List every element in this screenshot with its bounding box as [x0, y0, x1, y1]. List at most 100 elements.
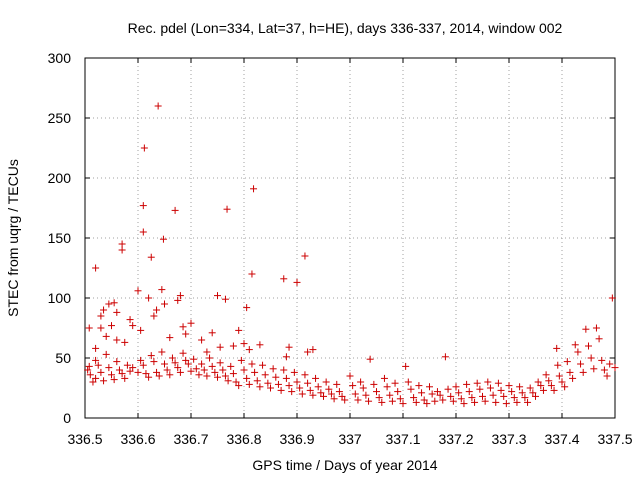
- data-point: [203, 372, 211, 380]
- data-point: [168, 354, 176, 362]
- data-point: [441, 353, 449, 361]
- data-point: [455, 389, 463, 397]
- data-point: [346, 372, 354, 380]
- data-point: [547, 382, 555, 390]
- axis-ticks: 336.5 336.6 336.7 336.8 336.9 337 337.1 337.2 33…: [48, 50, 633, 447]
- data-point: [484, 378, 492, 386]
- data-point: [208, 362, 216, 370]
- data-point: [129, 364, 137, 372]
- data-point: [139, 202, 147, 210]
- data-point: [134, 287, 142, 295]
- data-point: [465, 388, 473, 396]
- data-point: [219, 366, 227, 374]
- data-point: [574, 348, 582, 356]
- data-point: [203, 348, 211, 356]
- data-point: [428, 390, 436, 398]
- y-tick-label: 100: [48, 290, 72, 306]
- data-point: [571, 341, 579, 349]
- data-point: [179, 349, 187, 357]
- data-point: [366, 355, 374, 363]
- data-point: [97, 368, 105, 376]
- data-point: [86, 371, 94, 379]
- data-point: [452, 383, 460, 391]
- data-point: [121, 374, 129, 382]
- data-point: [84, 366, 92, 374]
- data-point: [590, 365, 598, 373]
- data-point: [198, 336, 206, 344]
- data-point: [174, 364, 182, 372]
- x-tick-label: 336.9: [279, 431, 314, 447]
- data-point: [166, 334, 174, 342]
- y-tick-label: 50: [55, 350, 71, 366]
- data-point: [145, 294, 153, 302]
- data-point: [317, 389, 325, 397]
- data-point: [123, 361, 131, 369]
- data-point: [542, 371, 550, 379]
- data-point: [115, 366, 123, 374]
- data-point: [420, 396, 428, 404]
- data-point: [539, 386, 547, 394]
- data-point: [463, 380, 471, 388]
- data-point: [102, 332, 110, 340]
- data-point: [121, 338, 129, 346]
- data-point: [150, 358, 158, 366]
- data-point: [137, 356, 145, 364]
- data-point: [439, 396, 447, 404]
- x-tick-label: 336.6: [120, 431, 155, 447]
- data-point: [272, 373, 280, 381]
- data-point: [309, 346, 317, 354]
- data-point: [223, 205, 231, 213]
- data-point: [251, 368, 259, 376]
- data-point: [290, 368, 298, 376]
- data-point: [261, 371, 269, 379]
- data-point: [370, 380, 378, 388]
- data-point: [129, 322, 137, 330]
- data-point: [293, 378, 301, 386]
- data-point: [243, 304, 251, 312]
- data-point: [600, 366, 608, 374]
- x-tick-label: 337.1: [385, 431, 420, 447]
- data-point: [216, 343, 224, 351]
- data-point: [100, 377, 108, 385]
- data-point: [118, 246, 126, 254]
- data-point: [354, 396, 362, 404]
- data-point: [582, 325, 590, 333]
- data-point: [227, 362, 235, 370]
- data-point: [558, 378, 566, 386]
- data-point: [240, 340, 248, 348]
- data-point: [518, 389, 526, 397]
- data-point: [312, 374, 320, 382]
- data-point: [224, 377, 232, 385]
- data-point: [436, 391, 444, 399]
- data-point: [113, 308, 121, 316]
- data-point: [214, 373, 221, 381]
- x-tick-label: 337: [338, 431, 362, 447]
- data-point: [510, 394, 518, 402]
- data-point: [267, 384, 274, 392]
- data-point: [92, 264, 100, 272]
- data-point: [296, 384, 304, 392]
- data-point: [554, 361, 562, 369]
- data-point: [134, 368, 142, 376]
- data-point: [126, 367, 134, 375]
- data-point: [479, 392, 486, 400]
- data-point: [380, 374, 388, 382]
- data-point: [97, 312, 105, 320]
- data-point: [216, 359, 224, 367]
- data-point: [399, 400, 407, 408]
- data-point: [301, 252, 309, 260]
- data-point: [237, 356, 245, 364]
- data-point: [182, 330, 190, 338]
- data-point: [555, 372, 563, 380]
- data-point: [423, 400, 431, 408]
- x-tick-label: 337.3: [491, 431, 526, 447]
- data-point: [92, 374, 100, 382]
- data-point: [359, 384, 367, 392]
- data-point: [198, 360, 206, 368]
- data-point: [92, 344, 100, 352]
- data-point: [375, 394, 383, 402]
- data-point: [179, 323, 187, 331]
- data-point: [85, 362, 93, 370]
- data-point: [529, 389, 537, 397]
- x-tick-label: 336.5: [67, 431, 102, 447]
